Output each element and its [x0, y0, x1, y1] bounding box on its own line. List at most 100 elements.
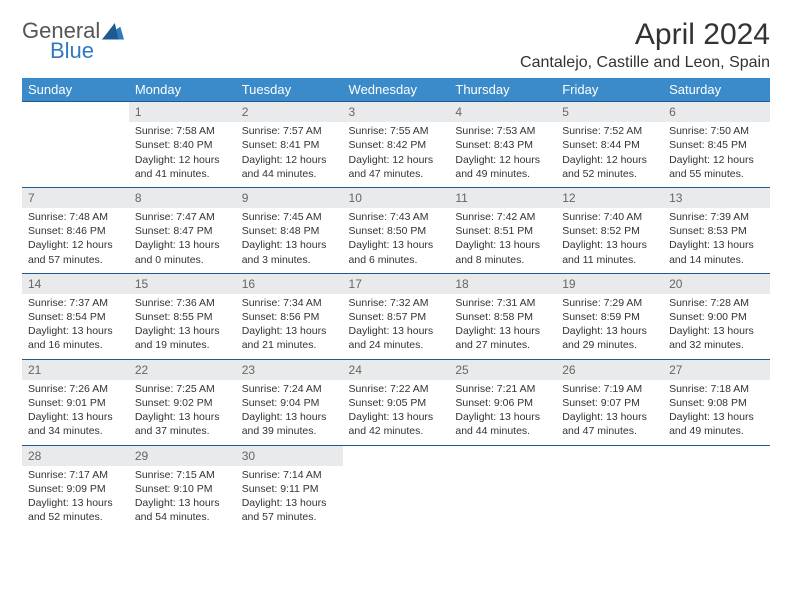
day-body: Sunrise: 7:42 AMSunset: 8:51 PMDaylight:… — [449, 208, 556, 273]
day-body: Sunrise: 7:29 AMSunset: 8:59 PMDaylight:… — [556, 294, 663, 359]
sunset-line: Sunset: 9:09 PM — [28, 482, 123, 496]
day-body: Sunrise: 7:47 AMSunset: 8:47 PMDaylight:… — [129, 208, 236, 273]
calendar-day-cell: 5 Sunrise: 7:52 AMSunset: 8:44 PMDaylight… — [556, 102, 663, 188]
sunset-line: Sunset: 8:50 PM — [349, 224, 444, 238]
sunrise-line: Sunrise: 7:37 AM — [28, 296, 123, 310]
day-number: 10 — [343, 188, 450, 208]
calendar-week-row: 7Sunrise: 7:48 AMSunset: 8:46 PMDaylight… — [22, 187, 770, 273]
daylight-line: Daylight: 13 hours and 42 minutes. — [349, 410, 444, 438]
day-number: 11 — [449, 188, 556, 208]
daylight-line: Daylight: 12 hours and 41 minutes. — [135, 153, 230, 181]
daylight-line: Daylight: 13 hours and 6 minutes. — [349, 238, 444, 266]
sunset-line: Sunset: 9:10 PM — [135, 482, 230, 496]
day-body: Sunrise: 7:21 AMSunset: 9:06 PMDaylight:… — [449, 380, 556, 445]
sunset-line: Sunset: 8:40 PM — [135, 138, 230, 152]
sunrise-line: Sunrise: 7:18 AM — [669, 382, 764, 396]
calendar-day-cell: 26Sunrise: 7:19 AMSunset: 9:07 PMDayligh… — [556, 359, 663, 445]
day-number: 17 — [343, 274, 450, 294]
weekday-header: Sunday — [22, 78, 129, 102]
sunset-line: Sunset: 8:59 PM — [562, 310, 657, 324]
daylight-line: Daylight: 13 hours and 44 minutes. — [455, 410, 550, 438]
daylight-line: Daylight: 13 hours and 16 minutes. — [28, 324, 123, 352]
calendar-day-cell: 17Sunrise: 7:32 AMSunset: 8:57 PMDayligh… — [343, 273, 450, 359]
sunset-line: Sunset: 8:53 PM — [669, 224, 764, 238]
sunrise-line: Sunrise: 7:19 AM — [562, 382, 657, 396]
calendar-empty-cell — [449, 445, 556, 530]
calendar-day-cell: 21Sunrise: 7:26 AMSunset: 9:01 PMDayligh… — [22, 359, 129, 445]
calendar-day-cell: 6Sunrise: 7:50 AMSunset: 8:45 PMDaylight… — [663, 102, 770, 188]
sunrise-line: Sunrise: 7:48 AM — [28, 210, 123, 224]
sunrise-line: Sunrise: 7:43 AM — [349, 210, 444, 224]
daylight-line: Daylight: 13 hours and 27 minutes. — [455, 324, 550, 352]
day-body: Sunrise: 7:14 AMSunset: 9:11 PMDaylight:… — [236, 466, 343, 531]
day-number: 28 — [22, 446, 129, 466]
calendar-day-cell: 2Sunrise: 7:57 AMSunset: 8:41 PMDaylight… — [236, 102, 343, 188]
sunrise-line: Sunrise: 7:14 AM — [242, 468, 337, 482]
day-body: Sunrise: 7:55 AMSunset: 8:42 PMDaylight:… — [343, 122, 450, 187]
day-number: 8 — [129, 188, 236, 208]
sunrise-line: Sunrise: 7:57 AM — [242, 124, 337, 138]
sunrise-line: Sunrise: 7:53 AM — [455, 124, 550, 138]
day-body: Sunrise: 7:57 AMSunset: 8:41 PMDaylight:… — [236, 122, 343, 187]
sunset-line: Sunset: 8:41 PM — [242, 138, 337, 152]
day-body: Sunrise: 7:39 AMSunset: 8:53 PMDaylight:… — [663, 208, 770, 273]
day-body: Sunrise: 7:25 AMSunset: 9:02 PMDaylight:… — [129, 380, 236, 445]
calendar-day-cell: 10 Sunrise: 7:43 AMSunset: 8:50 PMDayligh… — [343, 187, 450, 273]
calendar-day-cell: 15Sunrise: 7:36 AMSunset: 8:55 PMDayligh… — [129, 273, 236, 359]
day-number: 26 — [556, 360, 663, 380]
daylight-line: Daylight: 12 hours and 52 minutes. — [562, 153, 657, 181]
weekday-header: Wednesday — [343, 78, 450, 102]
day-body: Sunrise: 7:36 AMSunset: 8:55 PMDaylight:… — [129, 294, 236, 359]
day-number: 12 — [556, 188, 663, 208]
sunrise-line: Sunrise: 7:39 AM — [669, 210, 764, 224]
day-number: 27 — [663, 360, 770, 380]
calendar-empty-cell — [556, 445, 663, 530]
sunset-line: Sunset: 8:44 PM — [562, 138, 657, 152]
calendar-week-row: 28Sunrise: 7:17 AMSunset: 9:09 PMDayligh… — [22, 445, 770, 530]
sunset-line: Sunset: 8:51 PM — [455, 224, 550, 238]
calendar-empty-cell — [22, 102, 129, 188]
daylight-line: Daylight: 13 hours and 37 minutes. — [135, 410, 230, 438]
page-title: April 2024 — [520, 18, 770, 52]
sunset-line: Sunset: 9:11 PM — [242, 482, 337, 496]
sunrise-line: Sunrise: 7:58 AM — [135, 124, 230, 138]
sunrise-line: Sunrise: 7:25 AM — [135, 382, 230, 396]
calendar-day-cell: 18Sunrise: 7:31 AMSunset: 8:58 PMDayligh… — [449, 273, 556, 359]
day-number: 21 — [22, 360, 129, 380]
daylight-line: Daylight: 13 hours and 24 minutes. — [349, 324, 444, 352]
day-number: 5 — [556, 102, 663, 122]
sunrise-line: Sunrise: 7:29 AM — [562, 296, 657, 310]
daylight-line: Daylight: 13 hours and 11 minutes. — [562, 238, 657, 266]
daylight-line: Daylight: 13 hours and 14 minutes. — [669, 238, 764, 266]
calendar-head: SundayMondayTuesdayWednesdayThursdayFrid… — [22, 78, 770, 102]
daylight-line: Daylight: 12 hours and 57 minutes. — [28, 238, 123, 266]
day-body: Sunrise: 7:32 AMSunset: 8:57 PMDaylight:… — [343, 294, 450, 359]
sunset-line: Sunset: 8:43 PM — [455, 138, 550, 152]
header: General Blue April 2024 Cantalejo, Casti… — [22, 18, 770, 72]
sunrise-line: Sunrise: 7:26 AM — [28, 382, 123, 396]
sunset-line: Sunset: 8:47 PM — [135, 224, 230, 238]
daylight-line: Daylight: 13 hours and 8 minutes. — [455, 238, 550, 266]
title-block: April 2024 Cantalejo, Castille and Leon,… — [520, 18, 770, 72]
sunrise-line: Sunrise: 7:32 AM — [349, 296, 444, 310]
day-number: 18 — [449, 274, 556, 294]
day-number: 3 — [343, 102, 450, 122]
sunrise-line: Sunrise: 7:22 AM — [349, 382, 444, 396]
sunrise-line: Sunrise: 7:28 AM — [669, 296, 764, 310]
sunrise-line: Sunrise: 7:52 AM — [562, 124, 657, 138]
sunrise-line: Sunrise: 7:34 AM — [242, 296, 337, 310]
calendar-day-cell: 4Sunrise: 7:53 AMSunset: 8:43 PMDaylight… — [449, 102, 556, 188]
day-body: Sunrise: 7:53 AMSunset: 8:43 PMDaylight:… — [449, 122, 556, 187]
daylight-line: Daylight: 13 hours and 34 minutes. — [28, 410, 123, 438]
day-number: 25 — [449, 360, 556, 380]
calendar-day-cell: 13Sunrise: 7:39 AMSunset: 8:53 PMDayligh… — [663, 187, 770, 273]
daylight-line: Daylight: 13 hours and 49 minutes. — [669, 410, 764, 438]
day-body: Sunrise: 7:17 AMSunset: 9:09 PMDaylight:… — [22, 466, 129, 531]
sunrise-line: Sunrise: 7:47 AM — [135, 210, 230, 224]
sunset-line: Sunset: 8:45 PM — [669, 138, 764, 152]
sunrise-line: Sunrise: 7:45 AM — [242, 210, 337, 224]
day-body: Sunrise: 7:31 AMSunset: 8:58 PMDaylight:… — [449, 294, 556, 359]
daylight-line: Daylight: 13 hours and 52 minutes. — [28, 496, 123, 524]
calendar-day-cell: 11Sunrise: 7:42 AMSunset: 8:51 PMDayligh… — [449, 187, 556, 273]
sunrise-line: Sunrise: 7:36 AM — [135, 296, 230, 310]
